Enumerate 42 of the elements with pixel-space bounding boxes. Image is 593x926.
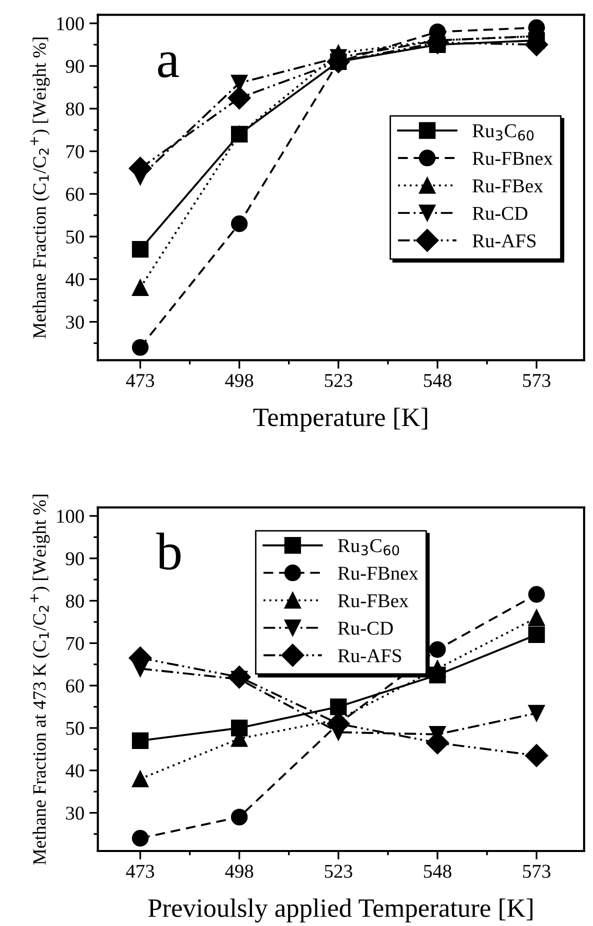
legend-label: Ru-FBnex bbox=[338, 566, 418, 580]
y-tick-label: 30 bbox=[66, 316, 84, 329]
legend-label: Ru-CD bbox=[338, 622, 393, 635]
y-tick-label: 50 bbox=[66, 230, 84, 244]
annotation: b bbox=[156, 532, 181, 570]
x-tick-label: 473 bbox=[126, 374, 154, 388]
y-tick-label: 60 bbox=[66, 679, 84, 693]
legend-label: Ru-FBnex bbox=[472, 152, 553, 165]
x-tick-label: 573 bbox=[523, 374, 550, 388]
legend-label: Ru-CD bbox=[472, 206, 528, 220]
legend-label: Ru-FBex bbox=[338, 594, 408, 608]
x-tick-label: 523 bbox=[324, 864, 352, 878]
x-tick-label: 548 bbox=[424, 374, 452, 388]
y-tick-label: 40 bbox=[66, 764, 84, 778]
y-axis-title: Methane Fraction (C$_{1}$/C$_{2}$$^{+}$) [Weight %] bbox=[30, 38, 50, 338]
x-tick-label: 573 bbox=[523, 864, 550, 878]
x-tick-label: 473 bbox=[126, 864, 154, 878]
y-tick-label: 50 bbox=[66, 722, 84, 735]
y-tick-label: 100 bbox=[57, 17, 84, 30]
legend-label: Ru-AFS bbox=[472, 234, 536, 248]
y-tick-label: 70 bbox=[66, 636, 84, 650]
x-axis-title: Previoulsly applied Temperature [K] bbox=[148, 898, 532, 922]
y-tick-label: 40 bbox=[66, 273, 84, 286]
y-tick-label: 80 bbox=[66, 102, 84, 116]
annotation: a bbox=[158, 52, 179, 78]
y-tick-label: 60 bbox=[66, 188, 84, 201]
x-tick-label: 498 bbox=[225, 374, 254, 388]
legend-label: Ru-AFS bbox=[338, 649, 402, 662]
y-tick-label: 100 bbox=[57, 510, 84, 523]
y-tick-label: 80 bbox=[66, 594, 84, 608]
x-axis-title: Temperature [K] bbox=[253, 408, 428, 432]
legend-label: Ru$_{3}$C$_{60}$ bbox=[338, 539, 400, 556]
y-axis-title: Methane Fraction at 473 K (C$_{1}$/C$_{2}$$^{+}$) [Weight %] bbox=[30, 494, 50, 865]
y-tick-label: 30 bbox=[66, 806, 84, 820]
x-tick-label: 498 bbox=[225, 864, 254, 878]
y-tick-label: 70 bbox=[66, 145, 84, 158]
x-tick-label: 523 bbox=[324, 374, 352, 388]
x-tick-label: 548 bbox=[424, 864, 452, 878]
legend-label: Ru$_{3}$C$_{60}$ bbox=[472, 124, 534, 141]
legend-label: Ru-FBex bbox=[472, 180, 544, 192]
y-tick-label: 90 bbox=[66, 552, 84, 566]
y-tick-label: 90 bbox=[66, 60, 84, 73]
